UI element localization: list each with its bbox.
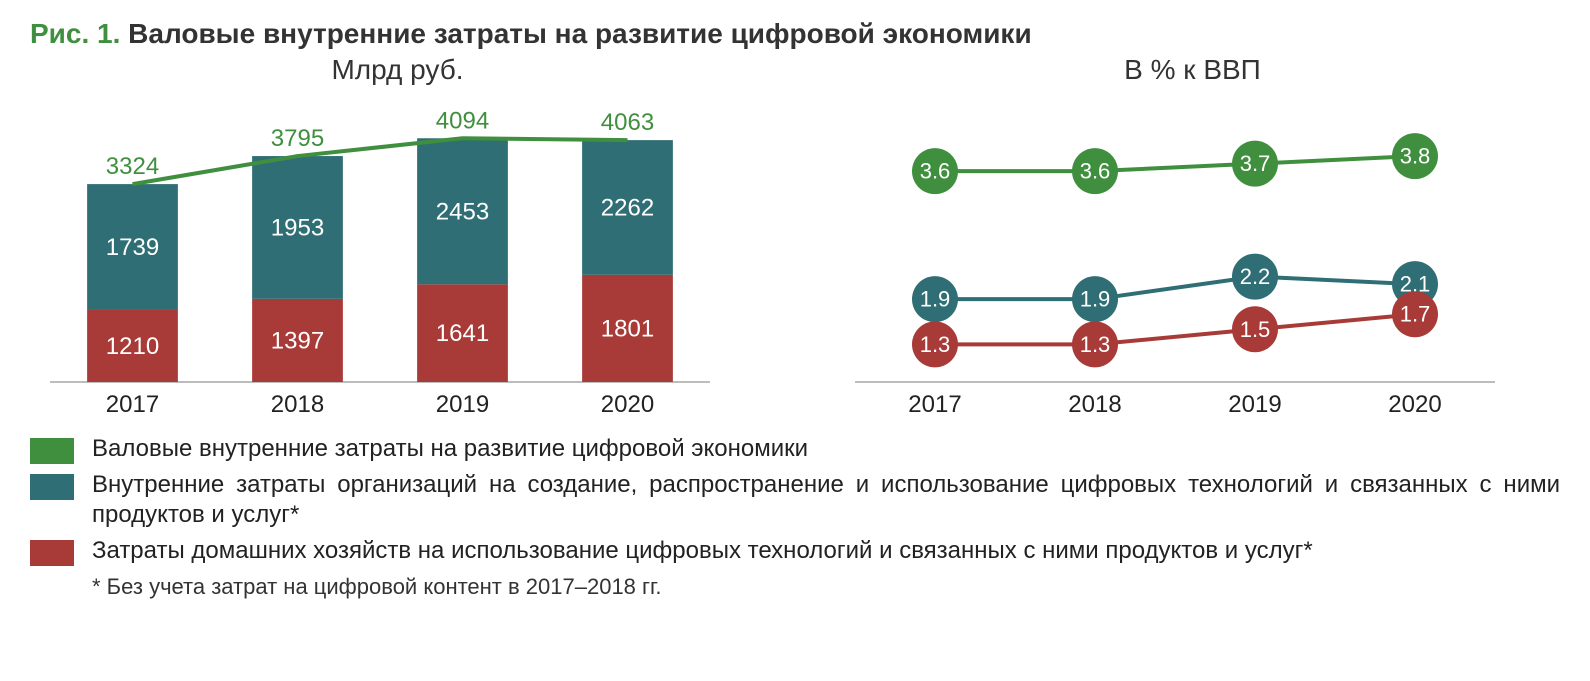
bar-total-label: 3324 xyxy=(106,153,159,180)
marker-label-total: 3.8 xyxy=(1400,144,1431,169)
figure-label: Рис. 1. xyxy=(30,18,120,49)
bar-org-label: 1739 xyxy=(106,234,159,261)
x-axis-label: 2018 xyxy=(1068,391,1121,418)
figure-title: Валовые внутренние затраты на развитие ц… xyxy=(128,18,1032,49)
marker-label-households: 1.3 xyxy=(1080,332,1111,357)
left-chart-panel: Млрд руб. 1739 1210 3324 2017 1953 1397 3795 20… xyxy=(30,54,765,422)
series-line-orgs xyxy=(935,277,1415,300)
legend-swatch xyxy=(30,540,74,566)
marker-label-total: 3.7 xyxy=(1240,151,1271,176)
bar-household-label: 1397 xyxy=(271,327,324,354)
left-chart-subtitle: Млрд руб. xyxy=(30,54,765,86)
bar-org-label: 2453 xyxy=(436,198,489,225)
marker-label-households: 1.5 xyxy=(1240,317,1271,342)
left-chart-svg: 1739 1210 3324 2017 1953 1397 3795 2018 2453 1641… xyxy=(30,92,730,422)
x-axis-label: 2019 xyxy=(436,391,489,418)
x-axis-label: 2017 xyxy=(106,391,159,418)
bar-total-label: 4063 xyxy=(601,109,654,136)
legend-row: Внутренние затраты организаций на создан… xyxy=(30,470,1560,530)
legend-text: Внутренние затраты организаций на создан… xyxy=(92,470,1560,530)
marker-label-total: 3.6 xyxy=(920,159,951,184)
bar-household-label: 1641 xyxy=(436,320,489,347)
right-chart-panel: В % к ВВП 2017 2018 2019 2020 3.6 3.6 3.7 3.8 1.… xyxy=(825,54,1560,422)
x-axis-label: 2020 xyxy=(601,391,654,418)
marker-label-households: 1.3 xyxy=(920,332,951,357)
marker-label-households: 1.7 xyxy=(1400,302,1431,327)
legend-text: Валовые внутренние затраты на развитие ц… xyxy=(92,434,808,464)
legend-row: Затраты домашних хозяйств на использован… xyxy=(30,536,1560,566)
bar-org-label: 2262 xyxy=(601,194,654,221)
right-chart-subtitle: В % к ВВП xyxy=(825,54,1560,86)
x-axis-label: 2018 xyxy=(271,391,324,418)
bar-total-label: 3795 xyxy=(271,125,324,152)
bar-household-label: 1210 xyxy=(106,333,159,360)
marker-label-orgs: 1.9 xyxy=(920,287,951,312)
total-trend-line xyxy=(133,138,628,184)
bar-total-label: 4094 xyxy=(436,107,489,134)
series-line-total xyxy=(935,156,1415,171)
series-line-households xyxy=(935,314,1415,344)
marker-label-orgs: 1.9 xyxy=(1080,287,1111,312)
x-axis-label: 2019 xyxy=(1228,391,1281,418)
legend-row: Валовые внутренние затраты на развитие ц… xyxy=(30,434,1560,464)
legend-swatch xyxy=(30,474,74,500)
figure-title-row: Рис. 1. Валовые внутренние затраты на ра… xyxy=(30,18,1560,50)
legend-text: Затраты домашних хозяйств на использован… xyxy=(92,536,1313,566)
bar-org-label: 1953 xyxy=(271,214,324,241)
marker-label-total: 3.6 xyxy=(1080,159,1111,184)
legend-swatch xyxy=(30,438,74,464)
right-chart-svg: 20172018201920203.63.63.73.81.91.92.22.1… xyxy=(825,92,1525,422)
marker-label-orgs: 2.2 xyxy=(1240,264,1271,289)
x-axis-label: 2017 xyxy=(908,391,961,418)
x-axis-label: 2020 xyxy=(1388,391,1441,418)
bar-household-label: 1801 xyxy=(601,315,654,342)
legend: Валовые внутренние затраты на развитие ц… xyxy=(30,434,1560,566)
footnote: * Без учета затрат на цифровой контент в… xyxy=(92,574,1560,600)
